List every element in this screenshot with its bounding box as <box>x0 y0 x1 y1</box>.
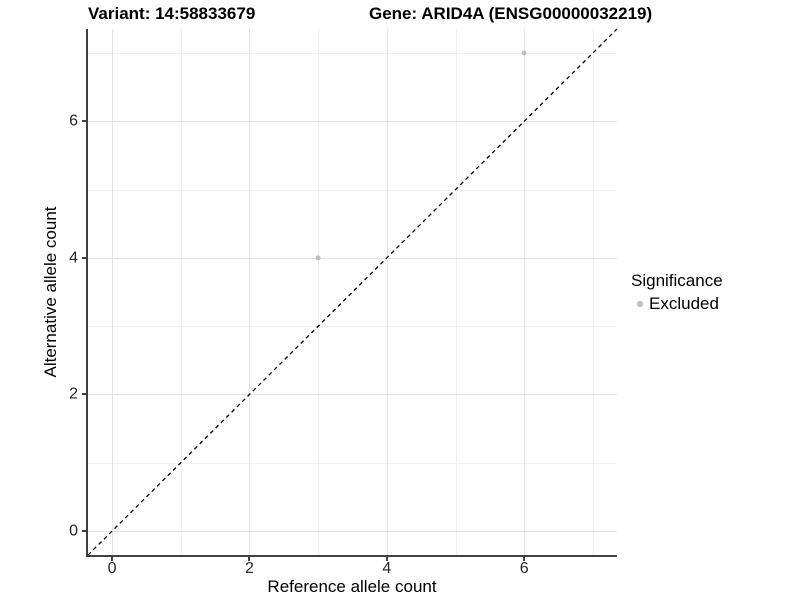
y-major-gridline <box>88 257 617 259</box>
x-axis-tick <box>385 557 388 561</box>
data-point <box>521 50 527 56</box>
identity-line <box>87 28 618 556</box>
x-axis-tick <box>248 557 251 561</box>
x-axis-tick-label: 6 <box>519 560 529 577</box>
x-major-gridline <box>112 29 114 555</box>
x-axis-tick-label: 2 <box>244 560 254 577</box>
plot-title-variant: Variant: 14:58833679 <box>88 4 256 23</box>
y-minor-gridline <box>88 52 617 54</box>
y-major-gridline <box>88 531 617 533</box>
x-minor-gridline <box>455 29 457 555</box>
x-axis-tick <box>523 557 526 561</box>
plot-panel <box>86 28 618 557</box>
legend-entry: Excluded <box>631 294 723 314</box>
y-axis-tick <box>82 530 86 533</box>
y-axis-title: Alternative allele count <box>41 206 60 378</box>
x-major-gridline <box>249 29 251 555</box>
legend-key-dot-icon <box>637 301 643 307</box>
plot-title-gene: Gene: ARID4A (ENSG00000032219) <box>369 4 653 23</box>
y-axis-tick-label: 4 <box>69 249 78 267</box>
x-major-gridline <box>386 29 388 555</box>
y-major-gridline <box>88 394 617 396</box>
legend-entry-label: Excluded <box>649 294 719 313</box>
legend: Significance Excluded <box>631 271 723 314</box>
y-minor-gridline <box>88 462 617 464</box>
x-axis-title: Reference allele count <box>267 577 437 596</box>
x-minor-gridline <box>180 29 182 555</box>
y-minor-gridline <box>88 189 617 191</box>
x-minor-gridline <box>318 29 320 555</box>
y-axis-tick <box>82 120 86 123</box>
plot-panel-area <box>87 28 618 556</box>
x-axis-tick-label: 4 <box>382 560 392 577</box>
legend-entries: Excluded <box>631 294 723 314</box>
y-major-gridline <box>88 121 617 123</box>
legend-title: Significance <box>631 271 723 290</box>
data-point <box>315 255 321 261</box>
y-axis-tick <box>82 256 86 259</box>
y-axis-tick <box>82 393 86 396</box>
x-axis-tick <box>111 557 114 561</box>
y-axis-tick-label: 6 <box>69 112 78 130</box>
x-major-gridline <box>524 29 526 555</box>
x-axis-tick-label: 0 <box>107 560 117 577</box>
y-minor-gridline <box>88 326 617 328</box>
x-minor-gridline <box>592 29 594 555</box>
y-axis-tick-label: 2 <box>69 385 78 403</box>
y-axis-tick-label: 0 <box>69 522 78 540</box>
